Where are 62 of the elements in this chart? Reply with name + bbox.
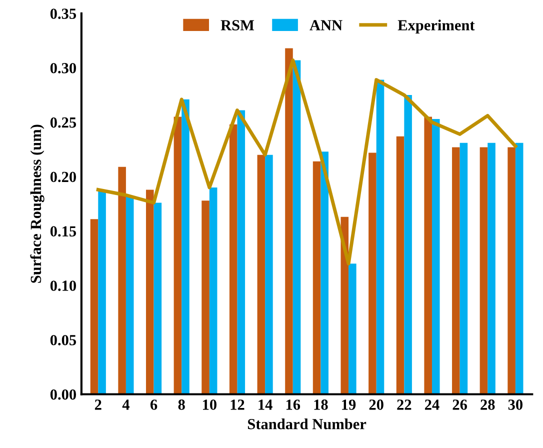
- bar: [452, 147, 460, 394]
- bar: [396, 136, 404, 394]
- y-tick-label: 0.30: [50, 62, 76, 74]
- y-tick-label: 0.05: [50, 334, 76, 346]
- bar: [237, 110, 246, 394]
- y-axis-title: Surface Roughness (um): [30, 124, 44, 283]
- y-tick-label: 0.15: [50, 226, 76, 237]
- bar: [265, 154, 273, 394]
- x-tick-label: 20: [369, 400, 384, 410]
- x-tick-label: 6: [150, 400, 158, 410]
- x-tick-label: 19: [342, 400, 356, 410]
- bar: [432, 118, 440, 394]
- x-axis-title: Standard Number: [248, 418, 366, 430]
- bar: [98, 190, 106, 394]
- bar: [508, 147, 516, 394]
- x-tick-label: 24: [424, 400, 440, 410]
- y-tick-label: 0.20: [50, 172, 76, 182]
- bar: [404, 95, 412, 394]
- bar: [154, 202, 162, 394]
- bar: [182, 99, 190, 394]
- bar: [424, 116, 432, 394]
- x-tick-label: 4: [122, 400, 130, 410]
- bar: [312, 161, 321, 394]
- y-tick-label: 0.00: [50, 389, 76, 400]
- y-tick-label: 0.35: [50, 8, 76, 19]
- x-tick-label: 2: [94, 400, 102, 410]
- legend-label: RSM: [220, 20, 254, 30]
- bar: [340, 216, 349, 394]
- bar: [480, 147, 488, 394]
- bar: [376, 80, 384, 394]
- legend-label: Experiment: [398, 20, 475, 34]
- bar: [488, 142, 496, 394]
- x-tick-label: 12: [230, 400, 244, 410]
- bar: [460, 142, 468, 394]
- x-tick-label: 30: [508, 400, 523, 410]
- bar: [90, 219, 98, 394]
- bar: [320, 152, 328, 394]
- x-tick-label: 18: [314, 400, 328, 410]
- line-series: [96, 58, 518, 266]
- bar: [257, 154, 266, 394]
- x-tick-label: 26: [452, 400, 467, 410]
- bar: [202, 200, 210, 394]
- x-tick-label: 14: [258, 400, 272, 410]
- bar: [292, 60, 301, 394]
- bar: [229, 124, 238, 394]
- legend-label: ANN: [310, 20, 342, 30]
- x-tick-label: 16: [286, 400, 300, 410]
- x-tick-label: 10: [203, 400, 216, 410]
- bar: [209, 188, 218, 394]
- x-tick-label: 22: [397, 400, 412, 410]
- y-tick-label: 0.10: [50, 280, 76, 291]
- bar: [118, 166, 126, 394]
- bar: [348, 264, 356, 394]
- x-tick-label: 28: [480, 400, 495, 410]
- bar: [146, 190, 154, 394]
- bar: [368, 152, 376, 394]
- bar: [126, 196, 134, 394]
- x-tick-label: 8: [178, 400, 185, 410]
- bar: [285, 48, 293, 394]
- bar: [515, 142, 524, 394]
- y-tick-label: 0.25: [50, 117, 76, 128]
- bar: [174, 116, 182, 394]
